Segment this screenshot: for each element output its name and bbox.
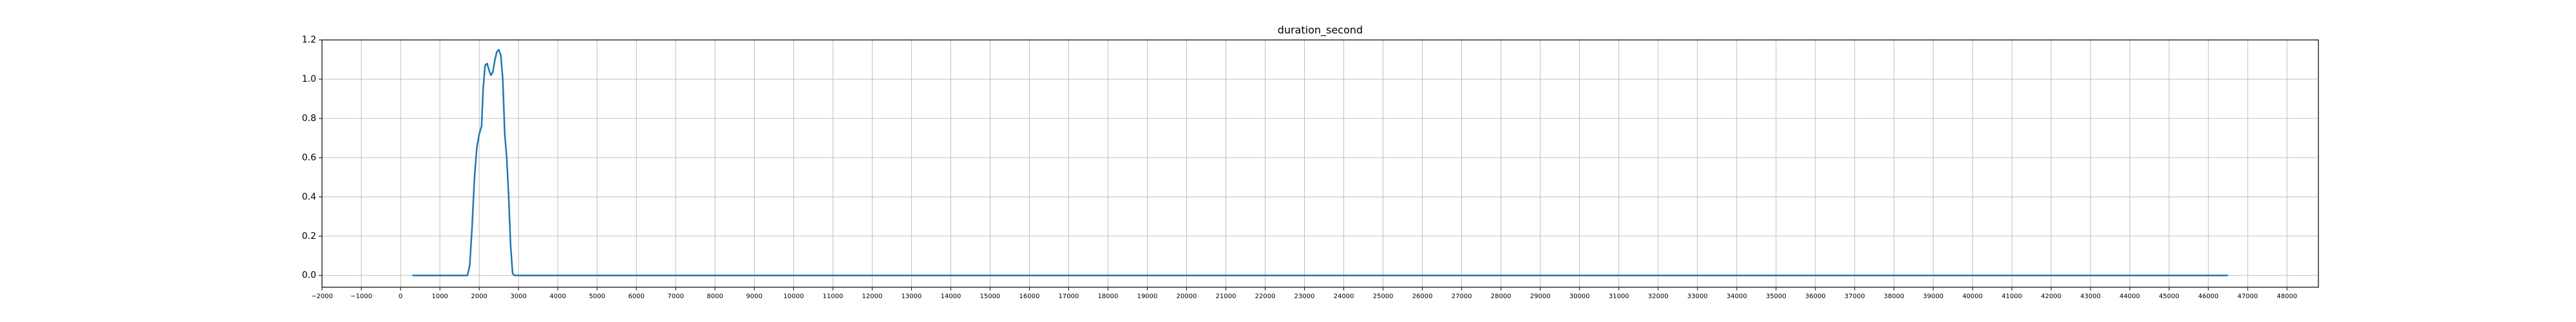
x-tick-label: 44000 xyxy=(2119,293,2140,300)
x-tick-label: −2000 xyxy=(311,293,333,300)
x-tick-label: 9000 xyxy=(746,293,762,300)
x-tick-label: 22000 xyxy=(1255,293,1276,300)
x-tick-label: 38000 xyxy=(1884,293,1904,300)
x-tick-label: 16000 xyxy=(1019,293,1040,300)
x-tick-label: 33000 xyxy=(1687,293,1708,300)
x-tick-label: 29000 xyxy=(1530,293,1551,300)
x-tick-label: 43000 xyxy=(2080,293,2101,300)
x-tick-label: 23000 xyxy=(1294,293,1315,300)
x-tick-label: 42000 xyxy=(2041,293,2061,300)
x-tick-label: 18000 xyxy=(1098,293,1119,300)
y-tick-label: 0.2 xyxy=(302,231,316,242)
x-tick-label: 36000 xyxy=(1805,293,1826,300)
x-tick-label: 0 xyxy=(399,293,402,300)
x-tick-label: 32000 xyxy=(1648,293,1669,300)
x-tick-label: 48000 xyxy=(2277,293,2297,300)
x-tick-label: 3000 xyxy=(510,293,526,300)
x-tick-label: 17000 xyxy=(1059,293,1079,300)
grid xyxy=(321,39,2318,287)
x-tick-label: 35000 xyxy=(1766,293,1786,300)
x-tick-label: 28000 xyxy=(1491,293,1511,300)
x-tick-label: 1000 xyxy=(431,293,448,300)
x-tick-label: 40000 xyxy=(1962,293,1983,300)
x-tick-label: 20000 xyxy=(1177,293,1197,300)
series-line xyxy=(412,48,2228,276)
y-tick-label: 0.0 xyxy=(302,270,316,281)
x-tick-label: 13000 xyxy=(901,293,922,300)
x-axis: −2000 −1000 0 1000 2000 3000 4000 5000 6000 7000 8… xyxy=(311,287,2297,300)
chart-title: duration_second xyxy=(1278,24,1363,37)
y-tick-label: 1.0 xyxy=(302,74,316,84)
y-tick-label: 0.6 xyxy=(302,153,316,163)
plot-frame xyxy=(321,39,2319,288)
x-tick-label: 27000 xyxy=(1452,293,1472,300)
x-tick-label: 2000 xyxy=(471,293,487,300)
x-tick-label: 11000 xyxy=(822,293,843,300)
x-tick-label: 37000 xyxy=(1844,293,1865,300)
x-tick-label: 14000 xyxy=(940,293,961,300)
y-tick-label: 0.8 xyxy=(302,113,316,124)
x-tick-label: 25000 xyxy=(1373,293,1394,300)
x-tick-label: 41000 xyxy=(2002,293,2022,300)
x-tick-label: 21000 xyxy=(1216,293,1236,300)
y-axis: 0.0 0.2 0.4 0.6 0.8 1.0 1.2 xyxy=(302,35,322,281)
y-tick-label: 0.4 xyxy=(302,192,316,202)
x-tick-label: 7000 xyxy=(667,293,683,300)
x-tick-label: 4000 xyxy=(549,293,565,300)
x-tick-label: 45000 xyxy=(2159,293,2179,300)
x-tick-label: 47000 xyxy=(2237,293,2258,300)
x-tick-label: −1000 xyxy=(350,293,372,300)
x-tick-label: 5000 xyxy=(589,293,605,300)
x-tick-label: 31000 xyxy=(1609,293,1629,300)
x-tick-label: 6000 xyxy=(628,293,644,300)
x-tick-label: 19000 xyxy=(1137,293,1158,300)
x-tick-label: 24000 xyxy=(1334,293,1354,300)
x-tick-label: 46000 xyxy=(2198,293,2219,300)
x-tick-label: 30000 xyxy=(1569,293,1590,300)
x-tick-label: 15000 xyxy=(980,293,1000,300)
x-tick-label: 26000 xyxy=(1412,293,1433,300)
x-tick-label: 8000 xyxy=(707,293,723,300)
x-tick-label: 10000 xyxy=(783,293,804,300)
x-tick-label: 34000 xyxy=(1727,293,1747,300)
y-tick-label: 1.2 xyxy=(302,35,316,45)
series-layer xyxy=(412,48,2228,276)
x-tick-label: 39000 xyxy=(1923,293,1944,300)
x-tick-label: 12000 xyxy=(862,293,882,300)
